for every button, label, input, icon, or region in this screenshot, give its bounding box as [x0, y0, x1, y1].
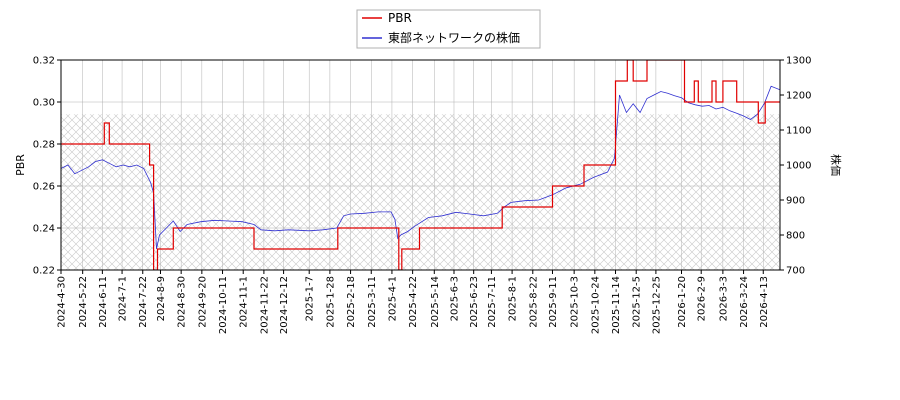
x-tick-label: 2025-1-28 — [325, 276, 336, 328]
y-right-tick-label: 700 — [786, 266, 805, 277]
x-tick-label: 2025-1-7 — [305, 276, 316, 321]
x-tick-label: 2025-6-23 — [469, 276, 480, 328]
x-tick-label: 2025-12-25 — [651, 276, 662, 334]
series-lines — [61, 60, 780, 270]
x-tick-label: 2024-7-1 — [118, 276, 129, 321]
x-tick-label: 2024-11-22 — [259, 276, 270, 334]
y-right-tick-label: 1200 — [786, 91, 811, 102]
x-tick-label: 2024-7-22 — [138, 276, 149, 328]
x-tick-label: 2025-5-14 — [430, 276, 441, 328]
x-tick-label: 2025-6-3 — [449, 276, 460, 321]
ticks: 0.22 0.24 0.26 0.28 0.30 0.32 700 800 900 1000 110… — [33, 56, 812, 335]
legend-label-price: 東部ネットワークの株価 — [388, 30, 520, 45]
x-tick-label: 2025-10-24 — [590, 276, 601, 334]
x-tick-label: 2026-3-3 — [718, 276, 729, 321]
x-tick-label: 2026-1-20 — [677, 276, 688, 328]
y-axis-left-title: PBR — [14, 154, 27, 176]
legend-label-pbr: PBR — [388, 11, 412, 25]
y-left-tick-label: 0.30 — [33, 98, 55, 109]
x-tick-label: 2025-3-11 — [367, 276, 378, 328]
x-tick-label: 2026-2-9 — [697, 276, 708, 321]
y-left-tick-label: 0.22 — [33, 266, 55, 277]
x-tick-label: 2024-11-1 — [239, 276, 250, 328]
y-left-tick-label: 0.26 — [33, 182, 55, 193]
legend: PBR 東部ネットワークの株価 — [356, 9, 541, 49]
hatched-band — [61, 114, 780, 270]
x-tick-label: 2025-8-22 — [528, 276, 539, 328]
y-right-tick-label: 800 — [786, 231, 805, 242]
y-right-tick-label: 1300 — [786, 56, 811, 67]
y-left-tick-label: 0.28 — [33, 140, 55, 151]
y-left-tick-label: 0.32 — [33, 56, 55, 67]
y-left-tick-label: 0.24 — [33, 224, 55, 235]
x-tick-label: 2025-10-3 — [570, 276, 581, 328]
y-right-tick-label: 1100 — [786, 126, 811, 137]
x-tick-label: 2026-4-13 — [759, 276, 770, 328]
x-tick-label: 2025-9-11 — [548, 276, 559, 328]
x-tick-label: 2025-7-11 — [487, 276, 498, 328]
x-tick-label: 2024-9-20 — [197, 276, 208, 328]
x-tick-label: 2024-5-22 — [78, 276, 89, 328]
x-tick-label: 2026-3-24 — [739, 276, 750, 328]
series-line-pbr — [61, 60, 780, 270]
x-tick-label: 2025-12-5 — [632, 276, 643, 328]
x-tick-label: 2024-10-11 — [218, 276, 229, 334]
x-tick-label: 2024-8-9 — [156, 276, 167, 321]
x-tick-label: 2025-2-18 — [346, 276, 357, 328]
x-tick-label: 2025-11-14 — [611, 276, 622, 334]
hatched-band-area — [61, 114, 780, 270]
x-tick-label: 2025-4-1 — [387, 276, 398, 321]
legend-box — [356, 9, 541, 49]
x-tick-label: 2024-6-11 — [98, 276, 109, 328]
x-tick-label: 2024-4-30 — [57, 276, 68, 328]
y-right-tick-label: 900 — [786, 196, 805, 207]
x-tick-label: 2024-8-30 — [177, 276, 188, 328]
y-axis-right-title: 株価 — [829, 154, 843, 176]
x-tick-label: 2025-8-1 — [508, 276, 519, 321]
y-right-tick-label: 1000 — [786, 161, 811, 172]
x-tick-label: 2025-4-22 — [408, 276, 419, 328]
x-tick-label: 2024-12-12 — [279, 276, 290, 334]
